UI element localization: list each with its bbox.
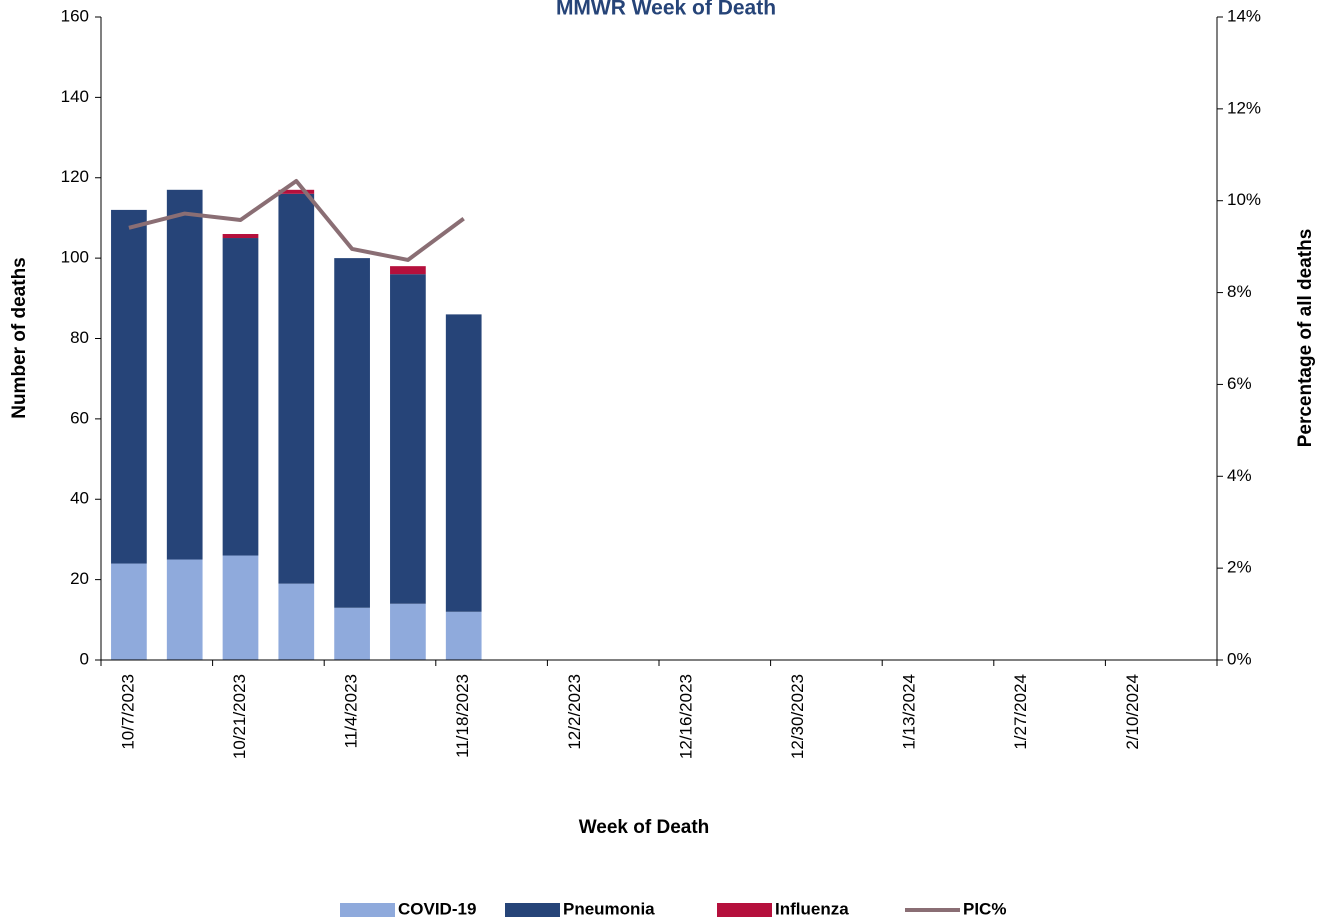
bar [166,559,203,660]
y-axis-title: Number of deaths [9,257,30,419]
bar [111,563,147,660]
y2-tick-label: 4% [1227,466,1252,485]
bar [278,193,315,584]
y-tick-label: 80 [70,328,89,347]
y2-tick-label: 10% [1227,190,1261,209]
y2-axis-title: Percentage of all deaths [1295,229,1316,448]
x-tick-label: 2/10/2024 [1123,674,1142,750]
bar [222,238,259,556]
y2-tick-label: 14% [1227,6,1261,25]
y2-tick-label: 8% [1227,282,1252,301]
y-tick-label: 40 [70,489,89,508]
bar [390,603,426,660]
bar [390,274,426,604]
y-tick-label: 140 [61,87,89,106]
legend-label: Influenza [775,899,849,918]
x-tick-label: 10/21/2023 [230,674,249,759]
bar [222,234,259,239]
y2-tick-label: 0% [1227,649,1252,668]
bar [334,258,370,608]
line [128,178,465,262]
x-tick-label: 12/2/2023 [565,674,584,750]
bar [445,611,482,660]
bar [445,314,482,612]
chart-title: MMWR Week of Death [556,0,776,20]
bar [390,266,426,275]
bar [334,607,370,660]
y-tick-label: 120 [61,167,89,186]
x-tick-label: 11/18/2023 [453,674,472,758]
legend-label: PIC% [963,899,1006,918]
x-tick-label: 1/27/2024 [1011,674,1030,750]
legend-label: Pneumonia [563,899,655,918]
bar [278,583,315,660]
x-tick-label: 12/30/2023 [788,674,807,759]
y2-tick-label: 12% [1227,98,1261,117]
y-tick-label: 160 [61,6,89,25]
legend-label: COVID-19 [398,899,476,918]
legend-swatch [340,903,395,917]
x-tick-label: 11/4/2023 [342,674,361,748]
y-tick-label: 100 [61,248,89,267]
y-tick-label: 20 [70,569,89,588]
y-tick-label: 60 [70,408,89,427]
y-tick-label: 0 [80,649,89,668]
x-tick-label: 1/13/2024 [900,674,919,750]
bar [166,189,203,560]
x-tick-label: 10/7/2023 [118,674,137,750]
bar [111,209,147,564]
legend-swatch [717,903,772,917]
y2-tick-label: 2% [1227,558,1252,577]
bar [222,555,259,660]
bar [278,189,315,194]
legend-swatch [505,903,560,917]
x-tick-label: 12/16/2023 [676,674,695,759]
x-axis-title: Week of Death [579,817,710,838]
y2-tick-label: 6% [1227,374,1252,393]
